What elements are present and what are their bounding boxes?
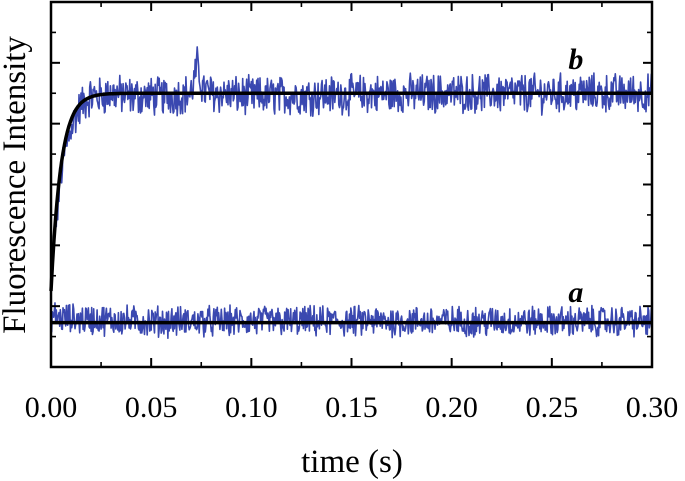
- series-b-fit-line: [49, 91, 653, 292]
- annotation-layer: ba: [568, 43, 583, 309]
- y-axis-title: Fluorescence Intensity: [0, 36, 33, 334]
- x-tick-label: 0.05: [125, 391, 178, 424]
- x-tick-label: 0.25: [526, 391, 579, 424]
- series-a-data-line: [50, 301, 653, 340]
- tick-layer: 0.00 0.05 0.10 0.15 0.20 0.25 0.30: [25, 1, 679, 424]
- x-tick-label: 0.20: [425, 391, 478, 424]
- x-tick-label: 0.10: [225, 391, 278, 424]
- x-axis-title: time (s): [301, 444, 403, 480]
- curve-label-a: a: [568, 276, 583, 309]
- series-layer: [49, 46, 653, 340]
- series-b-data-line: [50, 46, 653, 288]
- x-tick-label: 0.30: [626, 391, 679, 424]
- x-tick-label: 0.00: [25, 391, 78, 424]
- x-tick-label: 0.15: [325, 391, 378, 424]
- curve-label-b: b: [568, 43, 583, 76]
